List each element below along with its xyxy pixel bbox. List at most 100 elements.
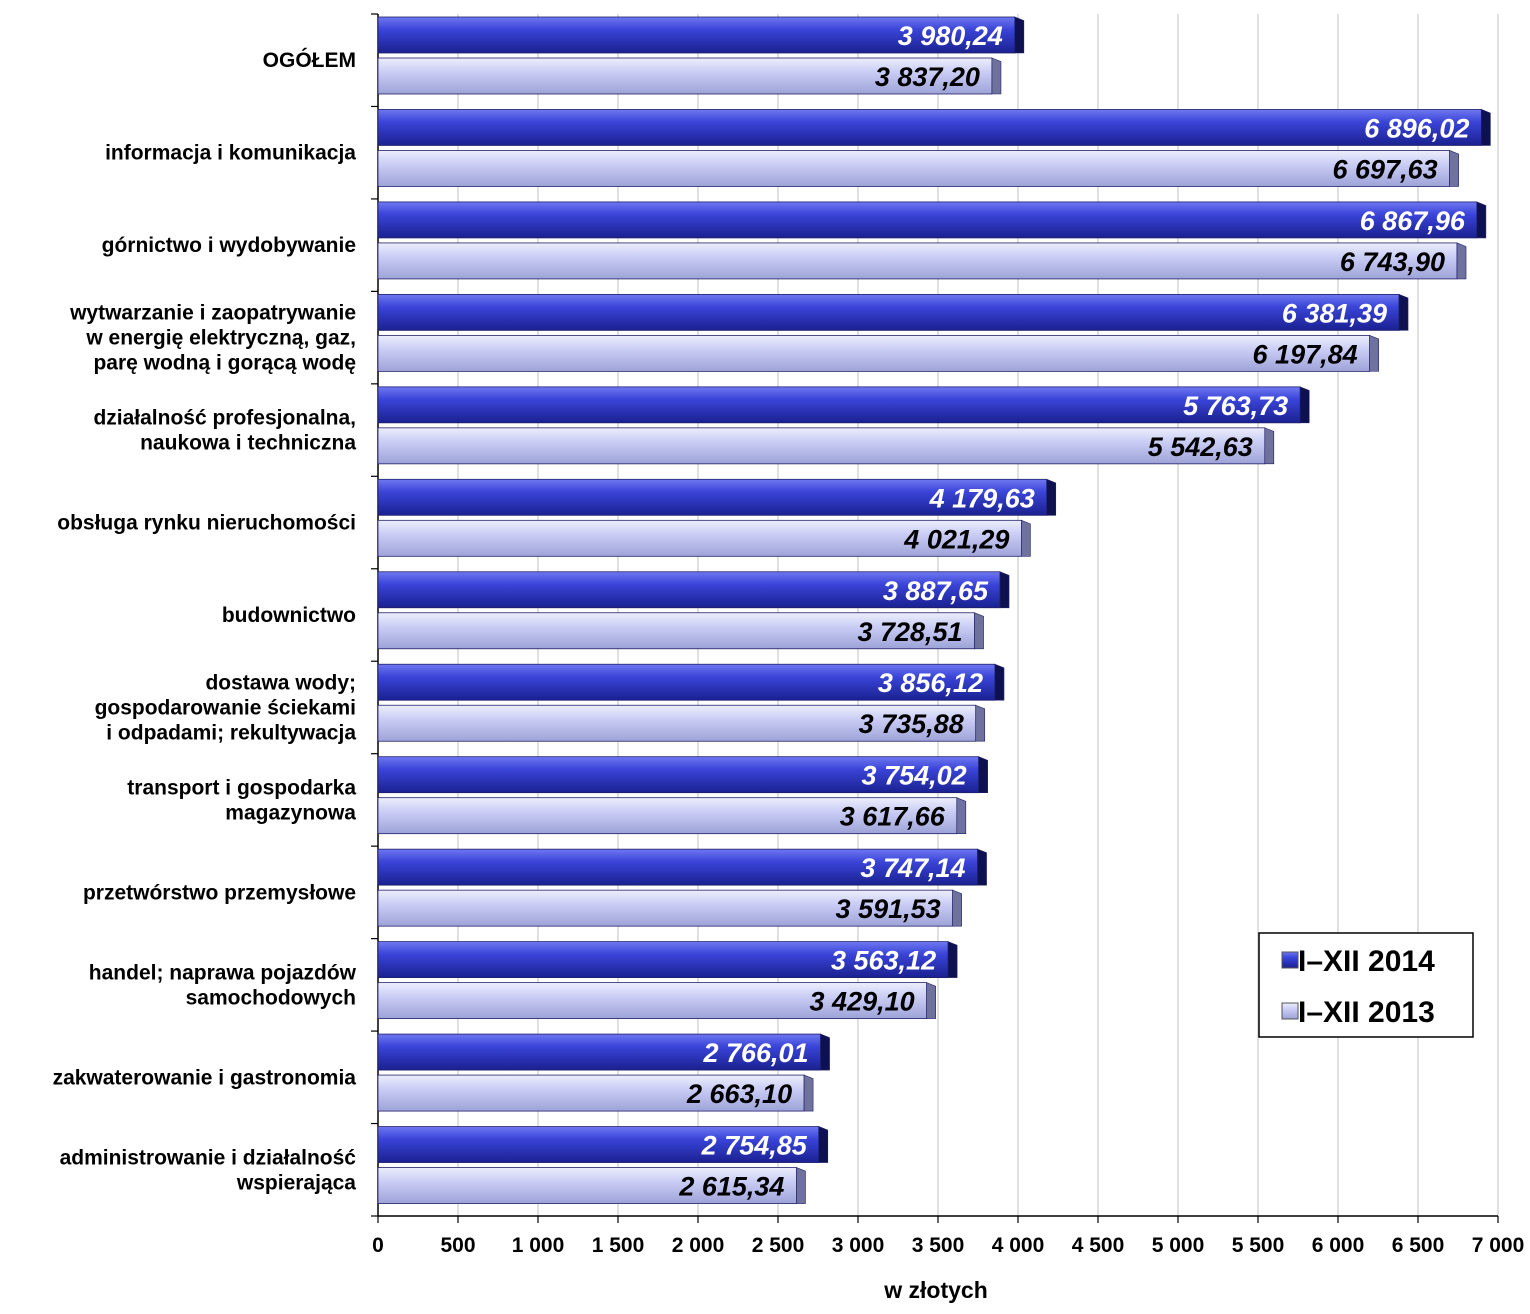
bar-2014: [377, 571, 1001, 609]
x-tick-label: 0: [372, 1234, 384, 1257]
value-label-2013: 6 743,90: [1340, 247, 1445, 277]
value-label-2013: 3 728,51: [857, 617, 962, 647]
x-tick-label: 4 000: [992, 1234, 1045, 1257]
bar-2013-end: [1021, 519, 1031, 557]
legend-box: [1258, 932, 1474, 1038]
x-tick-label: 5 500: [1232, 1234, 1285, 1257]
bar-2013-end: [1456, 242, 1467, 280]
category-label: wytwarzanie i zaopatrywanie w energię ele…: [69, 302, 356, 375]
bar-2014-end: [1481, 109, 1491, 146]
category-label: informacja i komunikacja: [105, 142, 356, 165]
bar-2013: [377, 1167, 797, 1204]
bar-2013: [377, 427, 1266, 465]
bar-2014-end: [1398, 293, 1409, 331]
bar-2014: [377, 293, 1400, 331]
x-tick-label: 5 000: [1152, 1234, 1205, 1257]
category-label: dostawa wody; gospodarowanie ściekami i od…: [95, 671, 357, 744]
value-label-2014: 3 747,14: [860, 853, 965, 883]
value-label-2014: 2 754,85: [701, 1131, 808, 1161]
value-label-2014: 6 867,96: [1360, 206, 1466, 236]
value-label-2013: 3 591,53: [836, 894, 941, 924]
bar-2013: [377, 334, 1371, 372]
bar-2013-end: [1264, 427, 1275, 465]
bar-2014: [377, 478, 1048, 516]
value-label-2014: 5 763,73: [1183, 391, 1288, 421]
bar-2014-end: [947, 941, 958, 978]
x-tick-label: 500: [440, 1234, 475, 1257]
x-tick-label: 1 500: [592, 1234, 645, 1257]
bar-2014: [377, 201, 1478, 239]
category-label: OGÓŁEM: [263, 48, 356, 72]
bar-2013: [377, 704, 977, 742]
bar-2014-end: [978, 756, 988, 793]
bar-2014-end: [1014, 16, 1025, 54]
bar-2013-end: [803, 1074, 814, 1112]
bar-2013-end: [974, 612, 984, 650]
value-label-2013: 5 542,63: [1148, 432, 1253, 462]
value-label-2014: 2 766,01: [702, 1038, 808, 1068]
bar-2014-end: [1476, 201, 1487, 239]
x-tick-label: 7 000: [1472, 1234, 1525, 1257]
x-tick-label: 1 000: [512, 1234, 565, 1257]
x-tick-label: 2 500: [752, 1234, 805, 1257]
x-tick-label: 3 000: [832, 1234, 885, 1257]
bar-2014: [377, 756, 980, 794]
bar-2013-end: [796, 1167, 806, 1204]
bar-2013: [377, 1074, 805, 1112]
category-label: zakwaterowanie i gastronomia: [53, 1066, 357, 1089]
bar-2014-end: [1046, 478, 1057, 516]
bar-2013: [377, 57, 993, 95]
value-label-2014: 4 179,63: [929, 483, 1035, 513]
bar-2013: [377, 242, 1458, 280]
value-label-2014: 3 856,12: [878, 668, 983, 698]
bar-2014-end: [818, 1126, 829, 1163]
bar-2013: [377, 982, 928, 1020]
x-axis-title: w złotych: [883, 1277, 988, 1303]
category-label: działalność profesjonalna, naukowa i tech…: [93, 407, 356, 455]
bar-2014: [377, 386, 1301, 424]
value-label-2013: 3 617,66: [840, 802, 946, 832]
value-label-2014: 6 381,39: [1282, 298, 1387, 328]
bar-2014-end: [1299, 386, 1310, 424]
bar-2014-end: [977, 848, 987, 886]
value-label-2013: 3 429,10: [810, 987, 915, 1017]
x-tick-label: 3 500: [912, 1234, 965, 1257]
category-label: handel; naprawa pojazdów samochodowych: [89, 961, 357, 1009]
category-label: transport i gospodarka magazynowa: [127, 776, 356, 824]
legend-swatch-2014: [1281, 951, 1299, 969]
bar-2013-end: [952, 889, 962, 927]
x-tick-label: 6 000: [1312, 1234, 1365, 1257]
x-tick-label: 2 000: [672, 1234, 725, 1257]
category-label: przetwórstwo przemysłowe: [83, 881, 356, 904]
category-label: budownictwo: [222, 604, 356, 627]
category-label: administrowanie i działalność wspierająca: [60, 1146, 357, 1194]
bar-2014: [377, 1126, 820, 1163]
value-label-2014: 3 980,24: [898, 21, 1003, 51]
value-label-2014: 3 754,02: [862, 761, 967, 791]
bar-2014-end: [820, 1033, 830, 1071]
bar-2013-end: [1449, 150, 1459, 187]
bar-2014-end: [999, 571, 1010, 609]
bar-2013: [377, 889, 954, 927]
bar-2013-end: [975, 704, 986, 742]
value-label-2013: 4 021,29: [903, 524, 1009, 554]
value-label-2013: 6 697,63: [1333, 154, 1438, 184]
bar-2013: [377, 150, 1451, 187]
value-label-2014: 3 563,12: [831, 946, 936, 976]
bar-2014: [377, 109, 1482, 146]
category-label: górnictwo i wydobywanie: [102, 234, 356, 257]
value-label-2013: 2 615,34: [678, 1172, 784, 1202]
legend-label-2014: I–XII 2014: [1298, 945, 1435, 978]
bar-2014: [377, 1033, 821, 1071]
value-label-2013: 6 197,84: [1253, 339, 1358, 369]
bar-2013-end: [991, 57, 1002, 95]
bar-2013-end: [956, 797, 967, 834]
legend-swatch-2013: [1281, 1002, 1299, 1020]
value-label-2013: 3 837,20: [875, 62, 980, 92]
legend: I–XII 2014 I–XII 2013: [1258, 932, 1474, 1038]
bar-2014: [377, 16, 1016, 54]
bar-2013: [377, 519, 1022, 557]
value-label-2014: 3 887,65: [883, 576, 989, 606]
value-label-2013: 2 663,10: [686, 1079, 792, 1109]
